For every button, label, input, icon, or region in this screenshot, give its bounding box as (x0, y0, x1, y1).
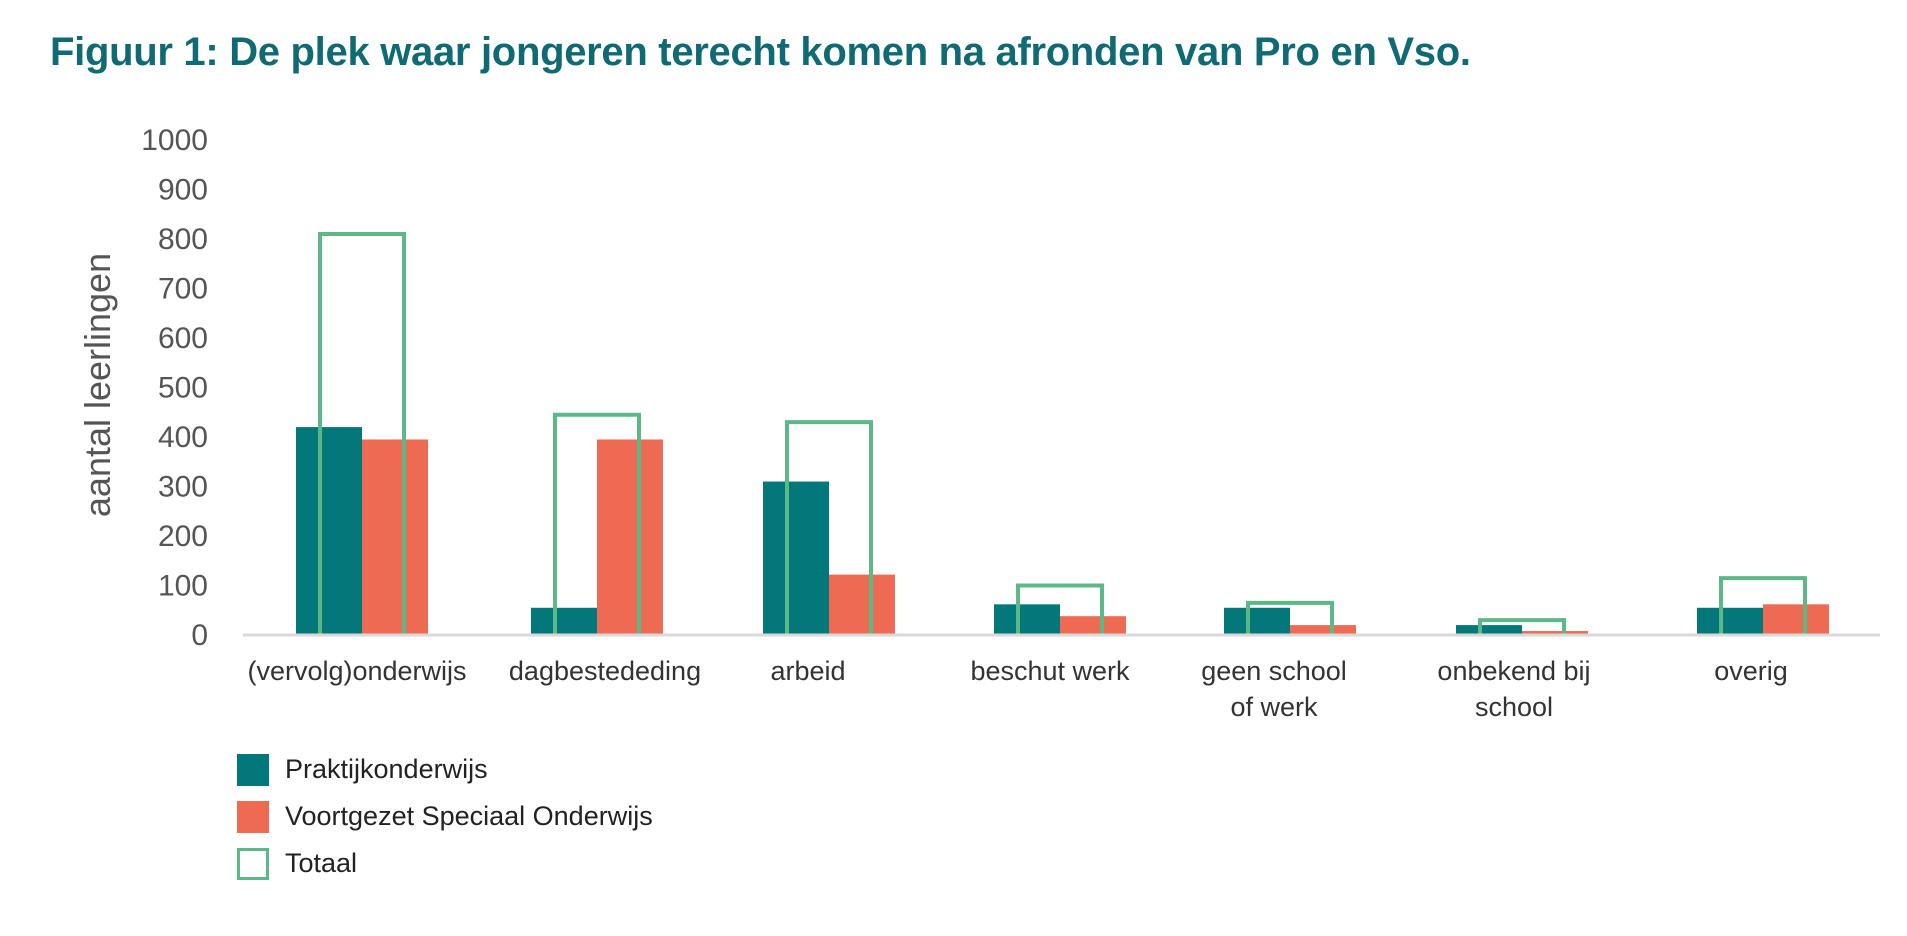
bar-vso (829, 574, 895, 635)
bar-praktijkonderwijs (531, 607, 597, 635)
y-axis-label: aantal leerlingen (77, 253, 118, 517)
x-category-label: beschut werk (970, 656, 1130, 686)
bar-vso (597, 439, 663, 635)
bar-totaal-outline (318, 232, 406, 635)
bar-vso (362, 439, 428, 635)
bar-praktijkonderwijs (763, 481, 829, 635)
y-tick-label: 1000 (141, 124, 208, 157)
legend-label-vso: Voortgezet Speciaal Onderwijs (285, 801, 653, 831)
bar-praktijkonderwijs (1224, 607, 1290, 635)
x-category-label: (vervolg)onderwijs (247, 656, 466, 686)
y-tick-label: 900 (158, 174, 208, 207)
x-category-label: geen school (1201, 656, 1347, 686)
legend-item-totaal: Totaal (237, 840, 653, 887)
chart-title: Figuur 1: De plek waar jongeren terecht … (50, 30, 1471, 74)
bar-totaal-outline (1016, 583, 1104, 635)
bar-praktijkonderwijs (1697, 607, 1763, 635)
x-category-label: arbeid (770, 656, 845, 686)
legend-label-praktijkonderwijs: Praktijkonderwijs (285, 754, 488, 784)
y-tick-label: 500 (158, 372, 208, 405)
x-category-label: overig (1714, 656, 1788, 686)
y-tick-label: 800 (158, 223, 208, 256)
bar-vso (1763, 604, 1829, 635)
legend-item-praktijkonderwijs: Praktijkonderwijs (237, 746, 653, 793)
x-category-label: onbekend bij (1437, 656, 1590, 686)
bar-totaal-outline (553, 412, 641, 635)
bar-totaal-outline (1719, 576, 1807, 635)
y-tick-label: 100 (158, 570, 208, 603)
legend-swatch-totaal (237, 847, 269, 880)
legend-item-vso: Voortgezet Speciaal Onderwijs (237, 793, 653, 840)
bar-praktijkonderwijs (1456, 625, 1522, 635)
y-axis-ticks: 0 100 200 300 400 500 600 700 800 900 1000 (141, 124, 208, 652)
y-tick-label: 600 (158, 322, 208, 355)
y-tick-label: 700 (158, 273, 208, 306)
x-category-label: school (1475, 692, 1553, 722)
bar-vso (1522, 631, 1588, 635)
y-tick-label: 0 (191, 619, 208, 652)
bar-totaal-outline (1246, 600, 1334, 635)
x-category-label: dagbestededing (509, 656, 701, 686)
bar-totaal-outline (785, 420, 873, 635)
bar-vso (1290, 625, 1356, 635)
legend-swatch-vso (237, 800, 269, 833)
x-category-label: of werk (1230, 692, 1318, 722)
bar-totaal-outline (1478, 618, 1566, 635)
bars (296, 232, 1829, 635)
legend-swatch-praktijkonderwijs (237, 753, 269, 786)
legend-label-totaal: Totaal (285, 848, 358, 878)
y-tick-label: 200 (158, 520, 208, 553)
bar-praktijkonderwijs (296, 427, 362, 635)
x-axis-labels: (vervolg)onderwijs dagbestededing arbeid be… (247, 656, 1787, 722)
y-tick-label: 300 (158, 471, 208, 504)
bar-praktijkonderwijs (994, 604, 1060, 635)
legend: Praktijkonderwijs Voortgezet Speciaal On… (237, 746, 653, 887)
bar-vso (1060, 616, 1126, 635)
y-tick-label: 400 (158, 421, 208, 454)
